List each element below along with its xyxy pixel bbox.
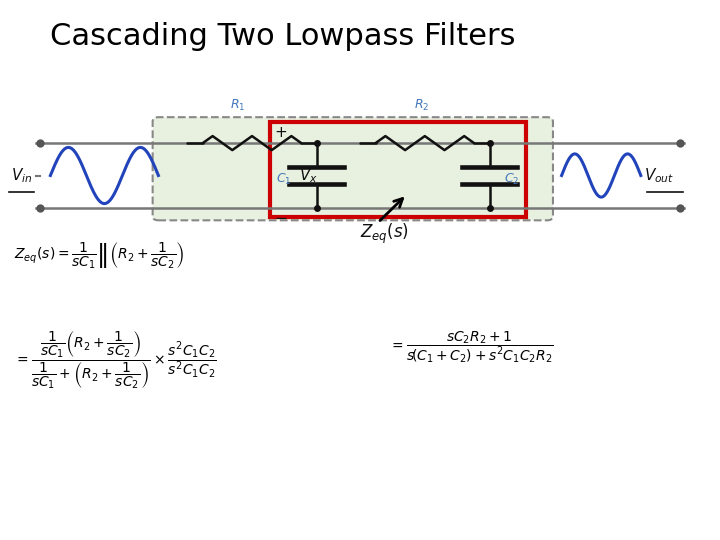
Text: +: + [274, 125, 287, 140]
Text: Cascading Two Lowpass Filters: Cascading Two Lowpass Filters [50, 22, 516, 51]
Text: $V_{in}$: $V_{in}$ [11, 166, 32, 185]
Text: $R_2$: $R_2$ [413, 98, 429, 113]
Text: $Z_{eq}(s)=\dfrac{1}{sC_1}\left\|\left(R_2+\dfrac{1}{sC_2}\right)\right.$: $Z_{eq}(s)=\dfrac{1}{sC_1}\left\|\left(R… [14, 240, 185, 271]
Text: $C_2$: $C_2$ [504, 172, 519, 187]
Text: $=\dfrac{\dfrac{1}{sC_1}\left(R_2+\dfrac{1}{sC_2}\right)}{\dfrac{1}{sC_1}+\left(: $=\dfrac{\dfrac{1}{sC_1}\left(R_2+\dfrac… [14, 329, 217, 391]
Text: $V_{out}$: $V_{out}$ [644, 166, 675, 185]
Text: $V_x$: $V_x$ [299, 166, 318, 185]
FancyBboxPatch shape [153, 117, 553, 220]
FancyBboxPatch shape [270, 122, 526, 217]
Text: $=\dfrac{sC_2R_2+1}{s\!\left(C_1+C_2\right)+s^2C_1C_2R_2}$: $=\dfrac{sC_2R_2+1}{s\!\left(C_1+C_2\rig… [389, 329, 554, 365]
Text: $Z_{eq}(s)$: $Z_{eq}(s)$ [360, 221, 409, 246]
Text: $-$: $-$ [274, 209, 287, 224]
Text: $R_1$: $R_1$ [230, 98, 246, 113]
Text: $C_1$: $C_1$ [276, 172, 292, 187]
